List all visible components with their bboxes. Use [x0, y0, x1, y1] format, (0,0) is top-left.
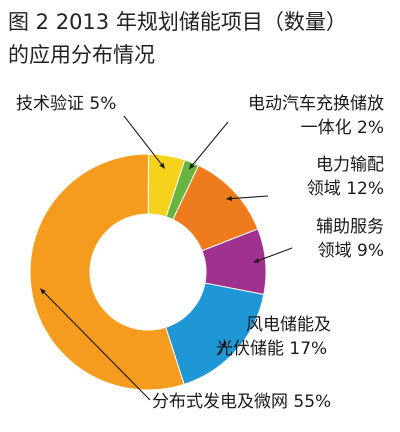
leader-arrowhead: [253, 258, 260, 263]
figure-title-line2: 的应用分布情况: [8, 43, 155, 67]
slice-label-text: 领域 12%: [306, 179, 384, 199]
slice-label-text: 分布式发电及微网 55%: [152, 392, 332, 412]
slice-label-text: 辅助服务: [316, 217, 384, 237]
slice-label-microgrid: 分布式发电及微网 55%: [152, 390, 331, 414]
slice-group: [29, 153, 267, 391]
slice-microgrid: [29, 153, 185, 391]
slice-label-text: 光伏储能 17%: [216, 339, 328, 359]
leader-line: [123, 115, 166, 169]
leader-arrowhead: [221, 341, 227, 348]
slice-label-text: 领域 9%: [317, 241, 384, 261]
slice-label-tech-validation: 技术验证 5%: [16, 92, 116, 116]
leader-line: [253, 247, 293, 263]
leader-line-group: [39, 115, 293, 401]
slice-label-transmission: 电力输配 领域 12%: [246, 153, 384, 201]
slice-label-text: 一体化 2%: [300, 118, 384, 138]
leader-line: [188, 121, 229, 170]
slice-label-ev-charging: 电动汽车充换储放 一体化 2%: [206, 92, 384, 140]
slice-label-text: 电力输配: [316, 155, 384, 175]
slice-label-text: 电动汽车充换储放: [248, 94, 384, 114]
leader-arrowhead: [226, 195, 232, 202]
leader-arrowhead: [189, 163, 195, 170]
leader-line: [39, 288, 151, 401]
leader-arrowhead: [159, 162, 165, 169]
slice-label-ancillary: 辅助服务 领域 9%: [266, 215, 384, 263]
figure-title: 图 2 2013 年规划储能项目（数量） 的应用分布情况: [8, 6, 393, 72]
figure-title-line1: 图 2 2013 年规划储能项目（数量）: [8, 10, 347, 34]
leader-arrowhead: [40, 288, 46, 295]
slice-label-wind-solar: 风电储能及 光伏储能 17%: [216, 313, 331, 361]
leader-line: [226, 195, 269, 200]
slice-label-text: 风电储能及: [246, 315, 331, 335]
slice-label-text: 技术验证 5%: [16, 94, 117, 114]
